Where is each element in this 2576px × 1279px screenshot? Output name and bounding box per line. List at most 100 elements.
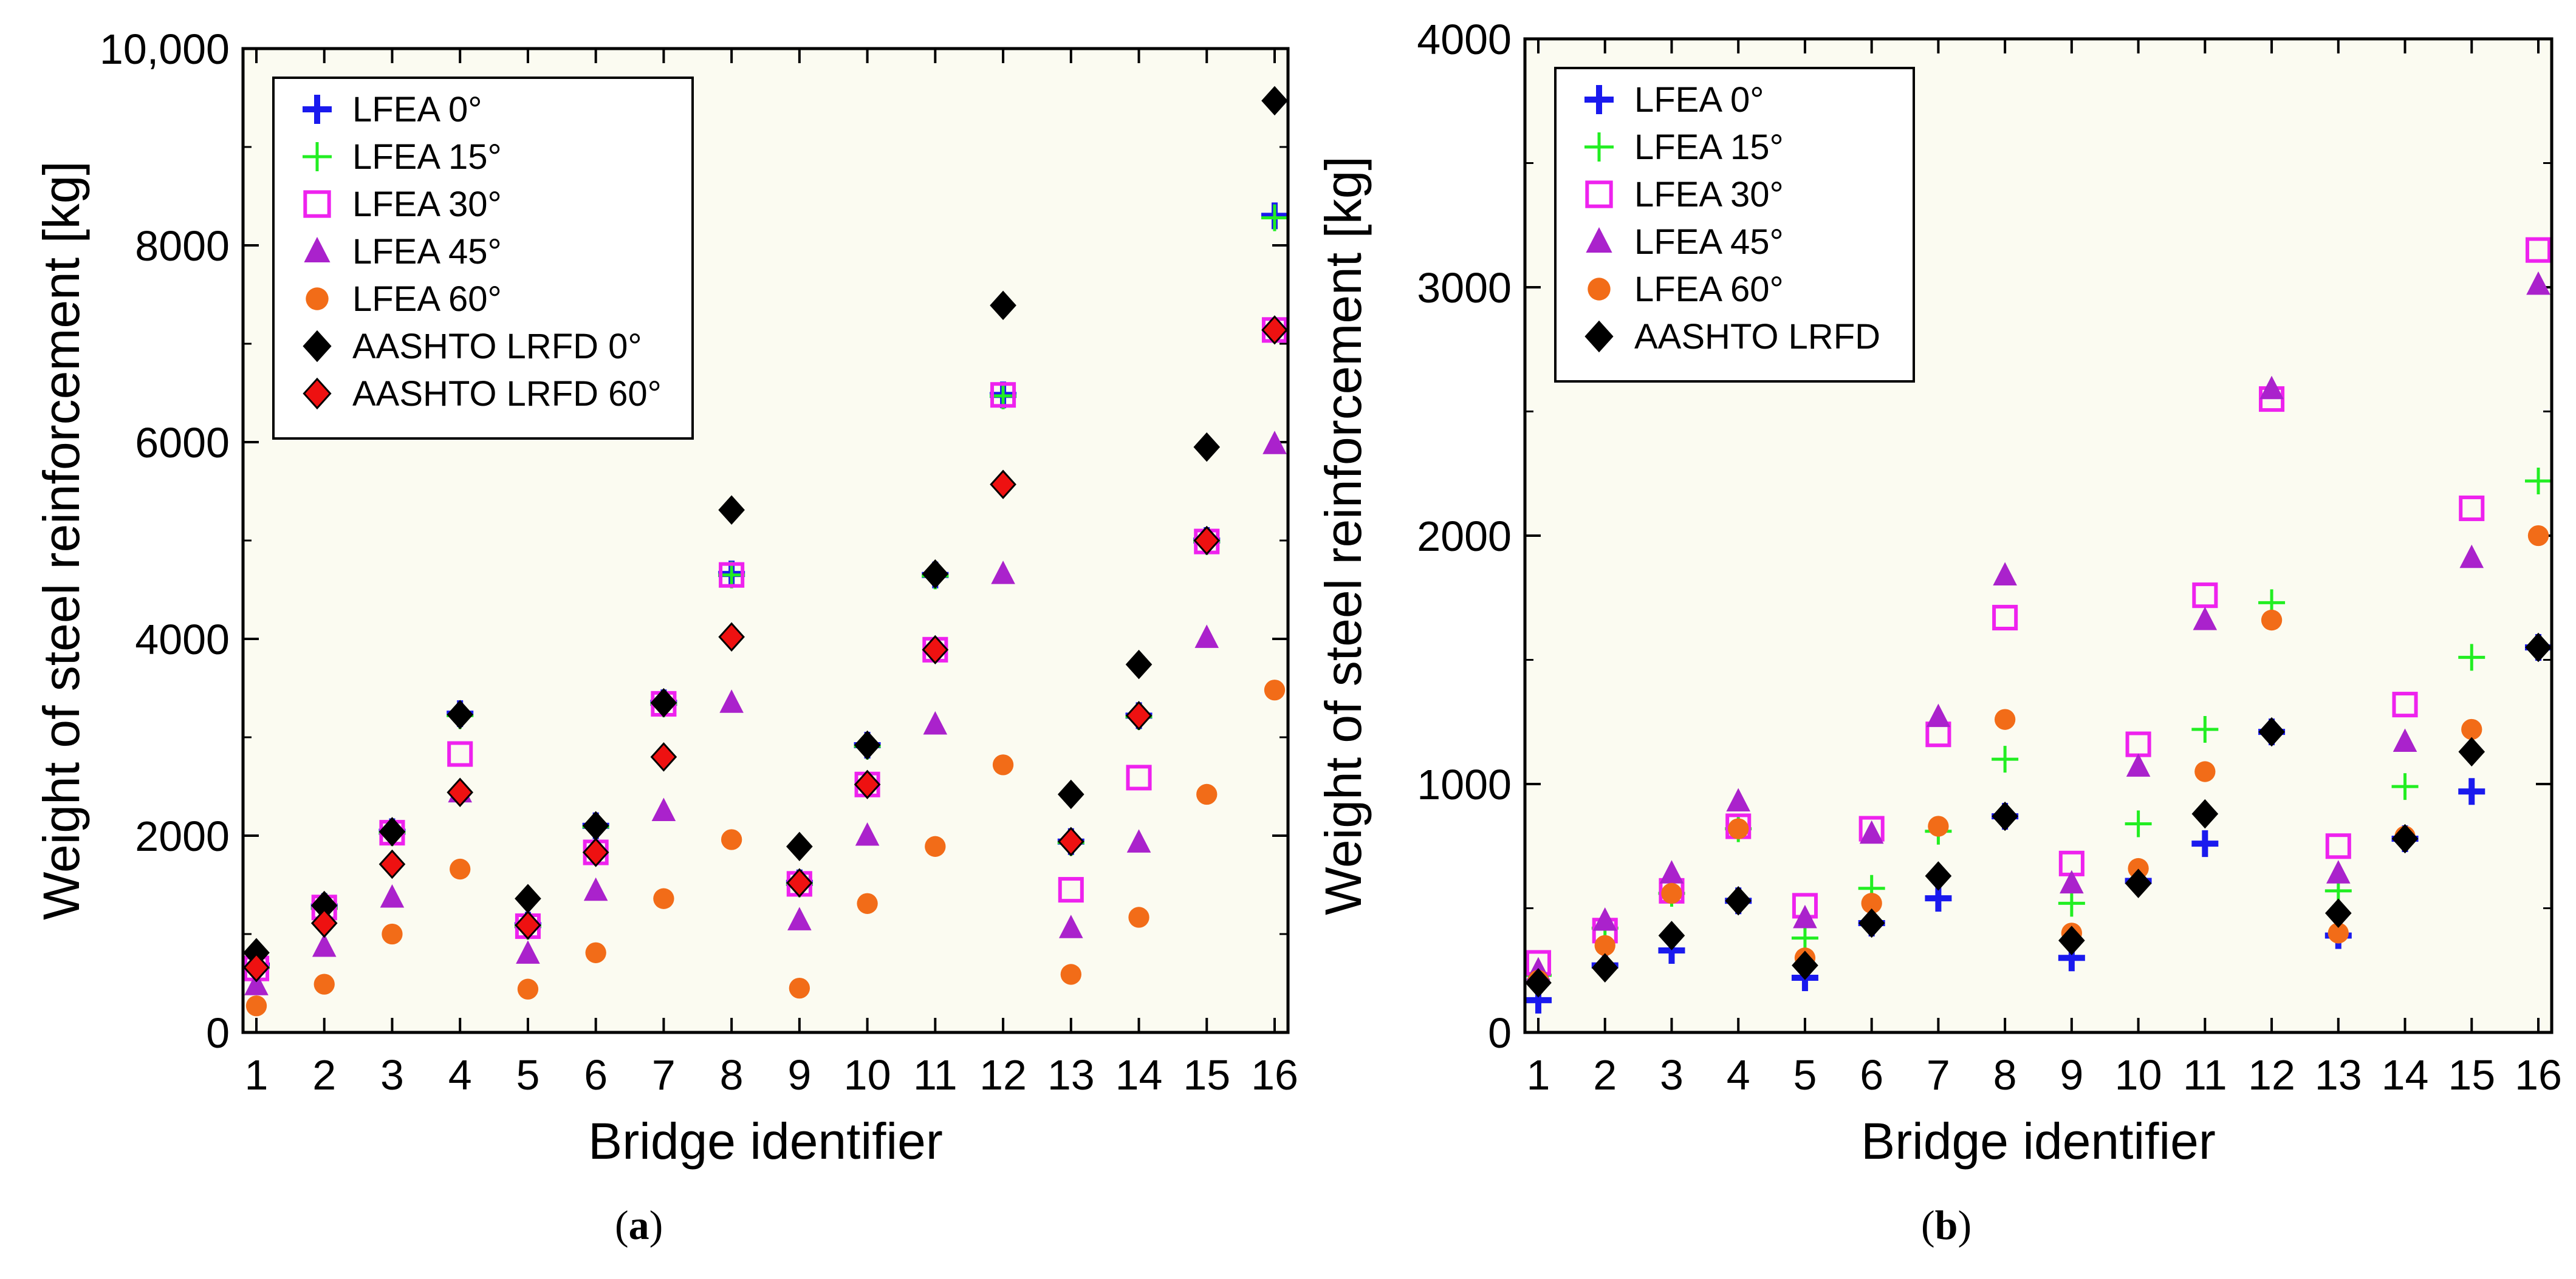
panel-b-legend-label: LFEA 0° (1634, 80, 1764, 120)
panel-b-point-lfea-30deg (2525, 237, 2552, 263)
panel-a-x-tick-label: 11 (913, 1051, 957, 1099)
panel-b-legend-marker-lfea-60deg (1588, 278, 1611, 301)
panel-b-point-lfea-30deg (2325, 833, 2351, 859)
panel-a-point-aashto-lrfd-60deg (447, 777, 474, 807)
panel-a-point-lfea-60deg (382, 923, 403, 945)
panel-a-point-lfea-45deg (1194, 624, 1219, 648)
panel-b-point-lfea-45deg (2326, 860, 2351, 884)
panel-a-point-lfea-30deg (447, 741, 473, 767)
panel-a-point-aashto-lrfd-60deg (922, 635, 949, 665)
panel-b-point-lfea-45deg (2126, 753, 2151, 777)
panel-b-legend-label: LFEA 60° (1634, 270, 1784, 309)
panel-b-x-tick-label: 3 (1660, 1051, 1684, 1099)
panel-b-point-lfea-45deg (2393, 728, 2417, 752)
panel-b-point-lfea-60deg (2194, 761, 2216, 782)
panel-a-y-tick-label: 10,000 (100, 26, 230, 73)
panel-b-point-lfea-45deg (1726, 788, 1750, 812)
panel-b-x-tick-label: 10 (2115, 1051, 2162, 1099)
panel-a-legend-item: LFEA 0° (303, 90, 482, 129)
panel-b-point-aashto-lrfd (2191, 799, 2219, 829)
panel-a-legend-label: LFEA 30° (352, 185, 502, 224)
panel-a-y-tick-label: 8000 (135, 222, 230, 270)
panel-a-point-lfea-60deg (585, 942, 606, 963)
panel-a-point-aashto-lrfd-60deg (582, 837, 609, 867)
panel-a-point-lfea-45deg (312, 933, 337, 957)
panel-b-legend-item: LFEA 60° (1588, 270, 1784, 309)
panel-b-x-tick-label: 14 (2382, 1051, 2429, 1099)
panel-a-x-tick-label: 6 (584, 1051, 608, 1099)
panel-a-legend-label: LFEA 15° (352, 137, 502, 177)
panel-b-legend-marker-lfea-15deg (1584, 132, 1614, 162)
panel-b-x-tick-label: 1 (1527, 1051, 1550, 1099)
panel-b-point-lfea-60deg (2128, 858, 2149, 879)
panel-a-point-lfea-45deg (991, 561, 1015, 584)
panel-a-point-aashto-lrfd-60deg (1261, 315, 1288, 345)
panel-a-point-lfea-45deg (651, 797, 676, 821)
panel-a-point-aashto-lrfd-60deg (310, 908, 338, 938)
panel-b-point-lfea-45deg (1793, 904, 1817, 929)
panel-b-legend-item: LFEA 0° (1584, 80, 1764, 120)
panel-b-x-tick-label: 15 (2448, 1051, 2495, 1099)
panel-a-point-lfea-60deg (721, 829, 742, 850)
panel-a-x-tick-label: 2 (312, 1051, 336, 1099)
panel-a-point-lfea-15deg (1261, 204, 1288, 231)
panel-b-legend-item: LFEA 15° (1584, 128, 1784, 167)
panel-a-caption-label: a (628, 1202, 649, 1248)
panel-b-point-lfea-15deg (2191, 716, 2219, 743)
panel-a-point-lfea-45deg (719, 689, 744, 713)
panel-b-y-tick-label: 3000 (1417, 264, 1512, 312)
panel-a-point-lfea-45deg (855, 822, 880, 846)
panel-a-legend-box (272, 77, 694, 440)
panel-a-point-lfea-60deg (1264, 680, 1286, 701)
panel-a-point-lfea-45deg (516, 940, 540, 964)
panel-b-legend-label: AASHTO LRFD (1634, 317, 1880, 356)
panel-a-point-lfea-45deg (380, 884, 405, 908)
panel-b-caption-label: b (1934, 1202, 1958, 1248)
panel-a-point-aashto-lrfd-60deg (1193, 525, 1221, 556)
panel-b-point-lfea-15deg (2058, 890, 2085, 917)
panel-b-point-lfea-15deg (2458, 644, 2485, 671)
panel-b-legend-marker-aashto-lrfd (1584, 320, 1614, 353)
panel-b-x-axis-label: Bridge identifier (1861, 1113, 2216, 1170)
panel-a-point-lfea-60deg (789, 977, 810, 999)
panel-b-x-tick-label: 8 (1993, 1051, 2017, 1099)
panel-a-legend-marker-aashto-lrfd-60deg (303, 377, 332, 410)
panel-a-y-tick-label: 0 (206, 1009, 230, 1057)
panel-b-point-lfea-45deg (1926, 703, 1951, 728)
panel-a-x-tick-label: 10 (844, 1051, 891, 1099)
panel-a-point-lfea-30deg (990, 382, 1016, 408)
panel-a-point-aashto-lrfd-60deg (854, 769, 881, 800)
panel-a-point-aashto-lrfd-0deg (990, 290, 1016, 321)
panel-a-point-lfea-60deg (517, 978, 539, 1000)
panel-a-point-aashto-lrfd-0deg (1125, 649, 1153, 680)
panel-b-point-lfea-0deg (2191, 830, 2219, 858)
panel-b-point-lfea-45deg (2459, 544, 2484, 568)
panel-b-legend-item: AASHTO LRFD (1584, 317, 1880, 356)
panel-a-legend-label: AASHTO LRFD 0° (352, 327, 642, 366)
panel-a-point-lfea-45deg (1126, 829, 1151, 853)
panel-a-point-aashto-lrfd-0deg (854, 730, 881, 760)
panel-b-point-aashto-lrfd (2058, 926, 2085, 955)
panel-a-point-lfea-45deg (1059, 915, 1083, 938)
panel-a-point-lfea-60deg (992, 754, 1014, 776)
panel-a-point-lfea-60deg (1128, 907, 1149, 928)
panel-a-legend-marker-aashto-lrfd-0deg (303, 330, 332, 363)
panel-b-point-lfea-45deg (1592, 907, 1617, 931)
panel-b-point-aashto-lrfd (2324, 898, 2352, 928)
panel-b-x-tick-label: 2 (1593, 1051, 1617, 1099)
panel-b-legend-item: LFEA 45° (1586, 222, 1784, 262)
panel-a-caption: (a) (615, 1202, 663, 1248)
panel-a-point-aashto-lrfd-0deg (379, 817, 406, 847)
panel-a-point-lfea-45deg (583, 877, 608, 901)
panel-a-point-aashto-lrfd-0deg (1057, 779, 1084, 810)
panel-a-legend-item: LFEA 45° (304, 232, 502, 271)
panel-b-point-lfea-60deg (1728, 818, 1749, 839)
panel-a-x-tick-label: 9 (787, 1051, 811, 1099)
panel-b-y-tick-label: 4000 (1417, 16, 1512, 63)
panel-a-point-lfea-15deg (718, 561, 745, 588)
panel-a-point-lfea-60deg (245, 995, 267, 1017)
panel-a-point-aashto-lrfd-0deg (1261, 86, 1288, 116)
panel-a-point-aashto-lrfd-60deg (243, 952, 270, 983)
